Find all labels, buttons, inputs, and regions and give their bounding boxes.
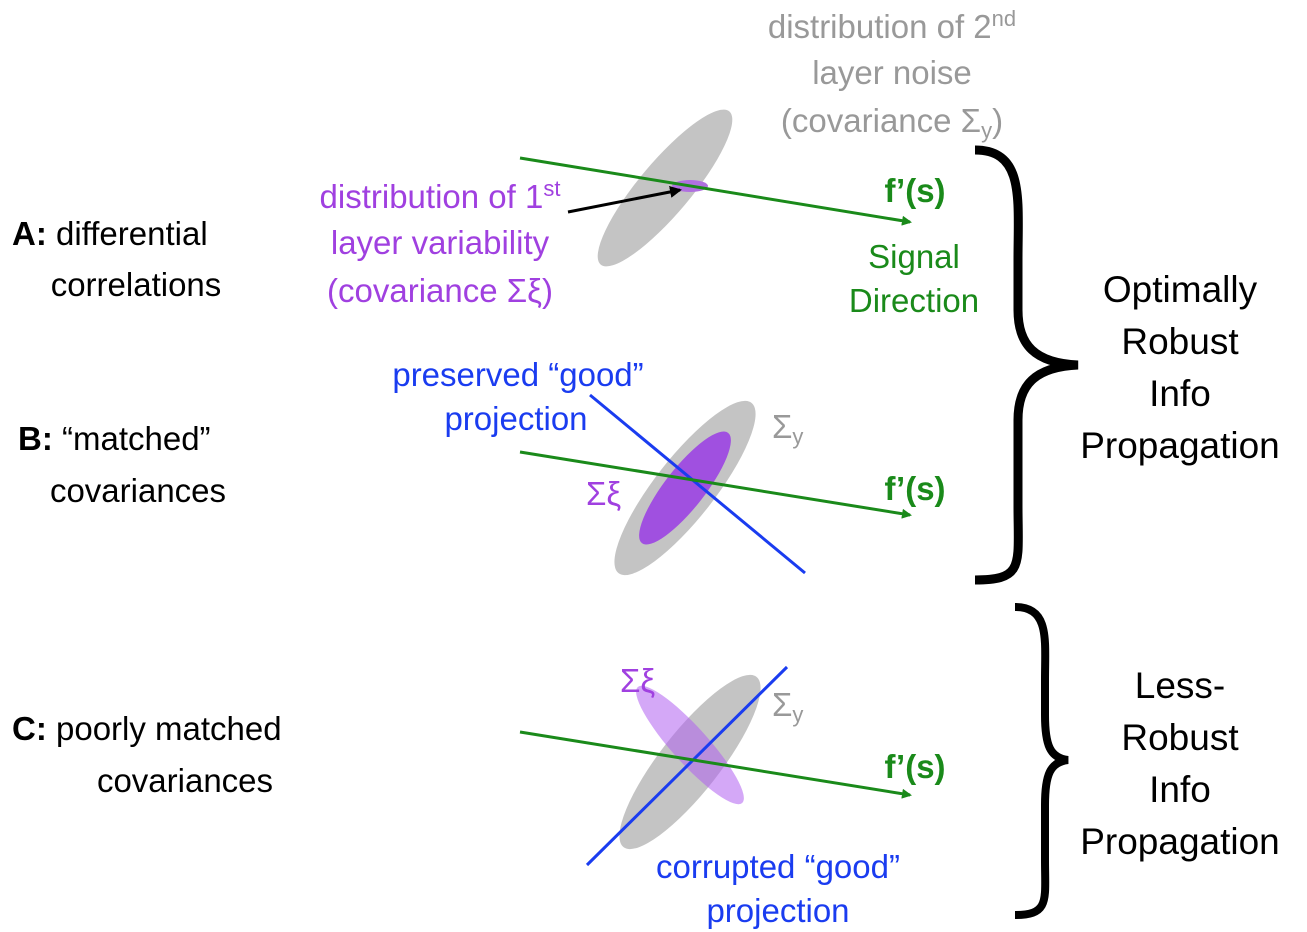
text: y xyxy=(792,702,803,727)
variability-ellipse xyxy=(639,431,731,545)
panel-text: differential xyxy=(56,215,208,252)
brace-label: Optimally xyxy=(1103,269,1258,310)
panel-label: A: differential xyxy=(12,215,208,252)
projection-label: corrupted “good” xyxy=(656,848,900,885)
projection-line xyxy=(585,665,789,867)
projection-label: projection xyxy=(706,892,849,929)
text: Σ xyxy=(772,686,792,723)
panel-text: correlations xyxy=(51,266,222,303)
text: distribution of 1 xyxy=(320,178,544,215)
brace xyxy=(974,145,1079,585)
brace-label: Robust xyxy=(1121,717,1239,758)
noise-ellipse xyxy=(597,109,733,267)
signal-label: Signal xyxy=(868,238,960,275)
brace-label: Propagation xyxy=(1080,425,1280,466)
text: distribution of 2 xyxy=(768,8,992,45)
panel-text: “matched” xyxy=(62,420,211,457)
signal-symbol: f’(s) xyxy=(884,470,945,507)
variability-label: (covariance Σξ) xyxy=(327,272,553,309)
variability-label: distribution of 1st xyxy=(320,176,561,215)
sigma-y: Σy xyxy=(772,686,803,727)
signal-line xyxy=(519,450,912,519)
projection-line xyxy=(589,393,806,575)
brace-label: Info xyxy=(1149,769,1211,810)
signal-symbol: f’(s) xyxy=(884,172,945,209)
sigma-xi: Σξ xyxy=(586,475,621,512)
text: st xyxy=(543,176,560,201)
brace-label: Less- xyxy=(1135,665,1225,706)
panel-letter: C: xyxy=(12,710,47,747)
panel-text: covariances xyxy=(50,472,226,509)
brace xyxy=(1014,603,1069,919)
sigma-y: Σy xyxy=(772,408,803,449)
projection-label: projection xyxy=(444,400,587,437)
noise-label: (covariance Σy) xyxy=(781,102,1003,143)
text: Σ xyxy=(772,408,792,445)
variability-ellipse xyxy=(636,685,744,805)
text: y xyxy=(792,424,803,449)
signal-symbol: f’(s) xyxy=(884,748,945,785)
noise-label: layer noise xyxy=(812,54,972,91)
panel-letter: B: xyxy=(18,420,53,457)
panel-text: covariances xyxy=(97,762,273,799)
pointer-arrow xyxy=(567,186,682,214)
brace-label: Propagation xyxy=(1080,821,1280,862)
text: (covariance Σ xyxy=(781,102,981,139)
variability-label: layer variability xyxy=(331,224,550,261)
signal-label: Direction xyxy=(849,282,979,319)
sigma-xi: Σξ xyxy=(620,662,655,699)
panel-label: C: poorly matched xyxy=(12,710,282,747)
projection-label: preserved “good” xyxy=(392,356,643,393)
brace-label: Robust xyxy=(1121,321,1239,362)
text: ) xyxy=(992,102,1003,139)
panel-label: B: “matched” xyxy=(18,420,211,457)
noise-label: distribution of 2nd xyxy=(768,6,1016,45)
brace-label: Info xyxy=(1149,373,1211,414)
signal-line xyxy=(519,156,912,226)
text: y xyxy=(981,118,992,143)
panel-letter: A: xyxy=(12,215,47,252)
panel-text: poorly matched xyxy=(56,710,282,747)
text: nd xyxy=(992,6,1016,31)
signal-line xyxy=(519,730,912,799)
